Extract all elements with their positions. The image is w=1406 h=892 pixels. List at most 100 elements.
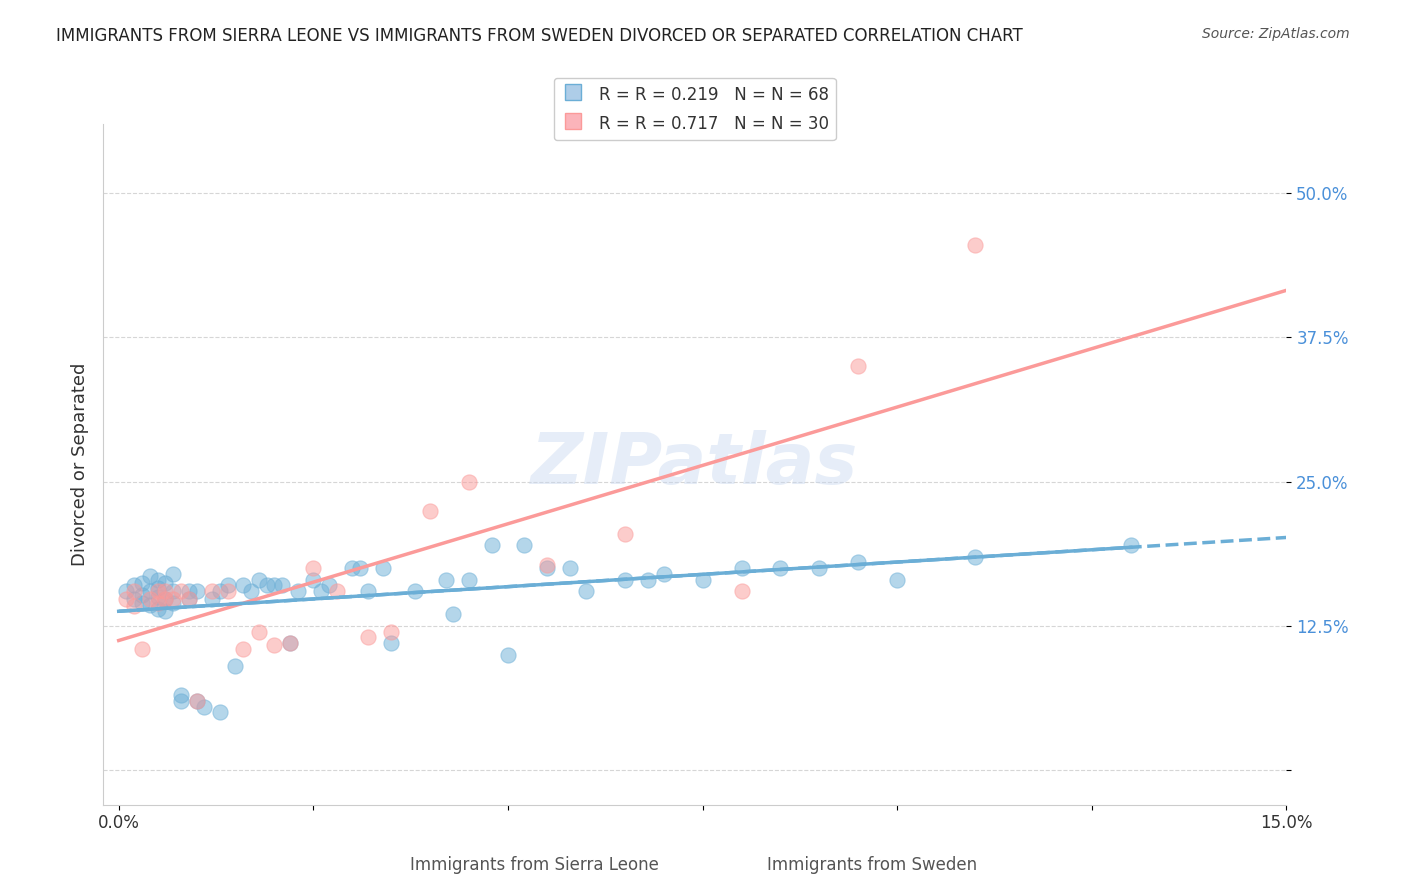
Point bbox=[217, 584, 239, 599]
Point bbox=[886, 573, 908, 587]
Point bbox=[769, 561, 792, 575]
Point bbox=[342, 561, 364, 575]
Point bbox=[247, 573, 270, 587]
Point bbox=[458, 475, 481, 489]
Point bbox=[186, 694, 208, 708]
Point bbox=[302, 561, 325, 575]
Point bbox=[325, 584, 347, 599]
Point bbox=[443, 607, 465, 622]
Point bbox=[232, 578, 254, 592]
Text: Immigrants from Sweden: Immigrants from Sweden bbox=[766, 855, 977, 873]
Point bbox=[575, 584, 598, 599]
Point bbox=[170, 688, 193, 702]
Legend: R = R = 0.219   N = N = 68, R = R = 0.717   N = N = 30: R = R = 0.219 N = N = 68, R = R = 0.717 … bbox=[554, 78, 835, 140]
Point bbox=[155, 576, 177, 591]
Point bbox=[278, 636, 301, 650]
Point bbox=[139, 584, 162, 599]
Point bbox=[170, 694, 193, 708]
Point bbox=[808, 561, 831, 575]
Point bbox=[146, 601, 169, 615]
Point bbox=[318, 578, 340, 592]
Point bbox=[1119, 538, 1142, 552]
Point bbox=[146, 573, 169, 587]
Point bbox=[208, 584, 231, 599]
Point bbox=[155, 592, 177, 607]
Point bbox=[302, 573, 325, 587]
Text: ZIPatlas: ZIPatlas bbox=[531, 430, 859, 499]
Point bbox=[481, 538, 503, 552]
Point bbox=[162, 566, 184, 581]
Point bbox=[131, 588, 153, 602]
Point bbox=[139, 569, 162, 583]
Point bbox=[846, 359, 869, 374]
Point bbox=[122, 584, 145, 599]
Point bbox=[162, 584, 184, 599]
Point bbox=[115, 584, 138, 599]
Point bbox=[186, 584, 208, 599]
Point bbox=[373, 561, 395, 575]
Point bbox=[155, 584, 177, 599]
Point bbox=[613, 573, 636, 587]
Point bbox=[637, 573, 659, 587]
Point bbox=[404, 584, 426, 599]
Point bbox=[263, 578, 285, 592]
Point bbox=[692, 573, 714, 587]
Text: Immigrants from Sierra Leone: Immigrants from Sierra Leone bbox=[409, 855, 659, 873]
Point bbox=[309, 584, 332, 599]
Point bbox=[131, 576, 153, 591]
Point bbox=[155, 592, 177, 607]
Point bbox=[146, 584, 169, 599]
Point bbox=[177, 592, 200, 607]
Point bbox=[730, 584, 752, 599]
Point bbox=[217, 578, 239, 592]
Point bbox=[536, 558, 558, 572]
Point bbox=[186, 694, 208, 708]
Point bbox=[240, 584, 263, 599]
Point bbox=[458, 573, 481, 587]
Point bbox=[434, 573, 457, 587]
Point bbox=[965, 549, 987, 564]
Point bbox=[193, 699, 215, 714]
Point bbox=[162, 592, 184, 607]
Point bbox=[146, 590, 169, 604]
Point bbox=[162, 596, 184, 610]
Point bbox=[232, 642, 254, 657]
Point bbox=[419, 503, 441, 517]
Point bbox=[247, 624, 270, 639]
Point bbox=[122, 599, 145, 614]
Point bbox=[201, 592, 224, 607]
Point bbox=[380, 624, 402, 639]
Point bbox=[263, 639, 285, 653]
Point bbox=[560, 561, 582, 575]
Point bbox=[170, 584, 193, 599]
Point bbox=[146, 581, 169, 595]
Point bbox=[155, 604, 177, 618]
Point bbox=[177, 592, 200, 607]
Point bbox=[536, 561, 558, 575]
Point bbox=[730, 561, 752, 575]
Point bbox=[139, 598, 162, 612]
Point bbox=[271, 578, 294, 592]
Point bbox=[131, 596, 153, 610]
Y-axis label: Divorced or Separated: Divorced or Separated bbox=[72, 363, 89, 566]
Point bbox=[380, 636, 402, 650]
Point bbox=[122, 592, 145, 607]
Point bbox=[357, 631, 380, 645]
Point bbox=[177, 584, 200, 599]
Point bbox=[256, 578, 278, 592]
Point bbox=[496, 648, 519, 662]
Point bbox=[287, 584, 309, 599]
Point bbox=[201, 584, 224, 599]
Point bbox=[208, 706, 231, 720]
Point bbox=[512, 538, 534, 552]
Text: Source: ZipAtlas.com: Source: ZipAtlas.com bbox=[1202, 27, 1350, 41]
Point bbox=[122, 578, 145, 592]
Point bbox=[349, 561, 371, 575]
Point bbox=[965, 238, 987, 252]
Point bbox=[139, 592, 162, 607]
Point bbox=[115, 592, 138, 607]
Point bbox=[131, 642, 153, 657]
Point bbox=[652, 566, 675, 581]
Point bbox=[278, 636, 301, 650]
Point bbox=[224, 659, 246, 673]
